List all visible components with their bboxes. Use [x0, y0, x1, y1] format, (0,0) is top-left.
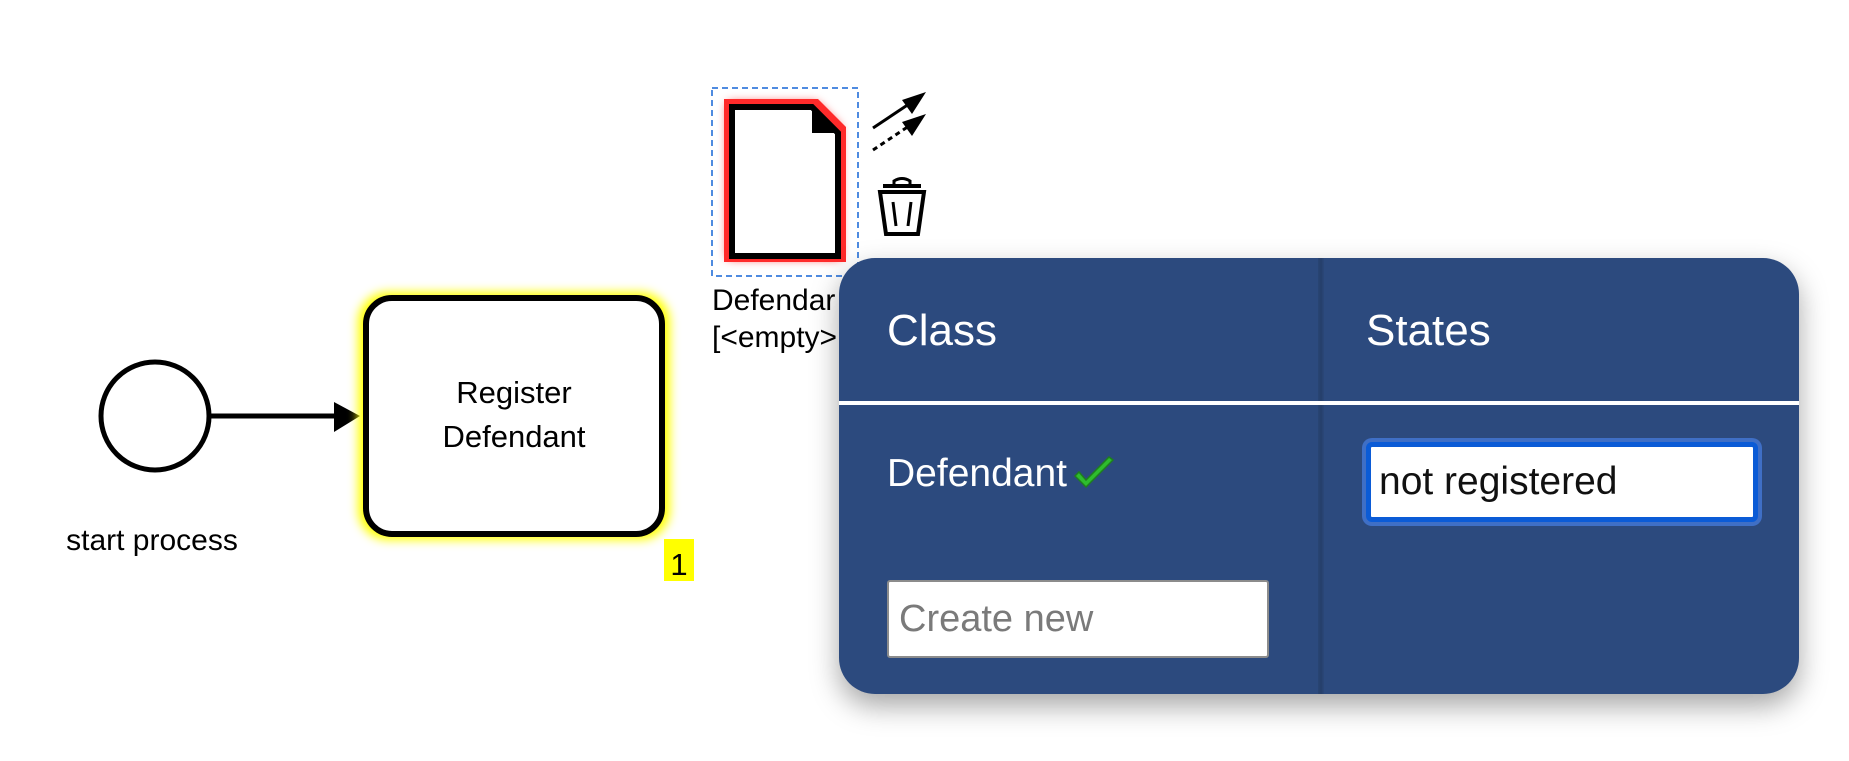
task-label-line2: Defendant [442, 419, 585, 454]
start-event-label: start process [66, 524, 238, 557]
state-input[interactable] [1366, 442, 1758, 522]
class-item-defendant[interactable]: Defendant [887, 452, 1117, 496]
class-item-label: Defendant [887, 452, 1067, 495]
class-column-header: Class [887, 306, 998, 355]
data-association-icon[interactable] [872, 114, 926, 152]
task-badge: 1 [664, 539, 694, 582]
data-object-label-line1: Defendar [712, 284, 835, 317]
header-divider [839, 401, 1799, 405]
column-divider [1318, 258, 1324, 694]
sequence-flow[interactable] [209, 402, 360, 432]
states-column-header: States [1366, 306, 1491, 355]
task-label-line1: Register [456, 375, 571, 410]
trash-icon[interactable] [877, 177, 927, 236]
task-badge-number: 1 [670, 547, 687, 582]
start-event[interactable] [98, 359, 212, 473]
connect-arrow-icon[interactable] [872, 92, 926, 130]
create-new-class-input[interactable] [887, 580, 1269, 658]
data-object-label-line2: [<empty> [712, 321, 837, 354]
task-register-defendant[interactable] [358, 292, 670, 540]
selection-outline [711, 87, 859, 277]
class-state-panel: Class States Defendant [839, 258, 1799, 694]
data-object[interactable] [724, 99, 846, 262]
state-input-focus-ring [1362, 438, 1762, 526]
checkmark-icon [1071, 454, 1117, 494]
